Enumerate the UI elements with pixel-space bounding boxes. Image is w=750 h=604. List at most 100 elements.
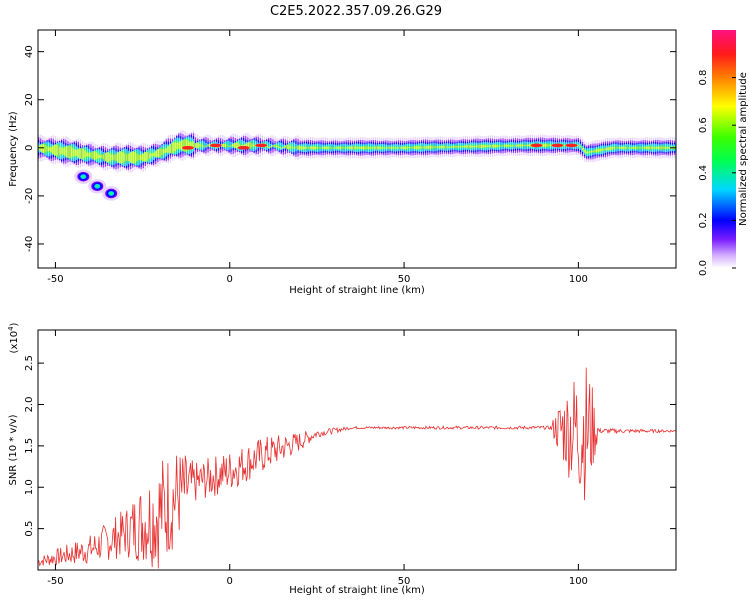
heatmap-cell bbox=[661, 146, 663, 150]
heatmap-cell bbox=[284, 145, 287, 148]
heatmap-cell bbox=[609, 147, 611, 150]
colorbar-tick-label: 0.6 bbox=[698, 117, 709, 133]
y-tick-label: 1.0 bbox=[24, 479, 35, 495]
heatmap-cell bbox=[46, 146, 48, 152]
heatmap-cell bbox=[341, 147, 343, 149]
heatmap-cell bbox=[100, 155, 103, 158]
x-tick-label: 50 bbox=[398, 274, 411, 285]
heatmap-cell bbox=[186, 140, 188, 151]
heatmap-cell bbox=[230, 145, 232, 147]
heatmap-peak bbox=[565, 143, 578, 148]
colorbar-tick-label: 0.8 bbox=[698, 70, 709, 86]
heatmap-cell bbox=[142, 153, 144, 162]
x-tick-label: -50 bbox=[47, 576, 63, 587]
heatmap-cell bbox=[309, 146, 312, 149]
heatmap-cell bbox=[657, 146, 659, 149]
heatmap-cell bbox=[303, 146, 305, 149]
heatmap-cell bbox=[663, 146, 665, 149]
heatmap-cell bbox=[381, 147, 383, 149]
heatmap-cell bbox=[475, 145, 477, 148]
heatmap-cell bbox=[351, 146, 354, 150]
heatmap-cell bbox=[125, 154, 128, 161]
heatmap-cell bbox=[320, 147, 322, 149]
heatmap-cell bbox=[163, 149, 165, 154]
heatmap-cell bbox=[297, 145, 299, 150]
spectrogram-panel: -50 0 50 100 -40 -20 0 20 40 Height of straight … bbox=[8, 29, 677, 296]
heatmap-cell bbox=[56, 145, 59, 156]
heatmap-cell bbox=[473, 145, 475, 148]
heatmap-cell bbox=[301, 146, 303, 150]
heatmap-peak bbox=[551, 143, 564, 148]
heatmap-cell bbox=[514, 145, 517, 147]
y-tick-label: 0.5 bbox=[24, 521, 35, 537]
x-tick-label: -50 bbox=[47, 274, 63, 285]
heatmap-cell bbox=[295, 147, 297, 148]
heatmap-cell bbox=[286, 144, 289, 149]
heatmap-cell bbox=[180, 141, 182, 150]
heatmap-cell bbox=[328, 147, 331, 149]
heatmap-cell bbox=[253, 145, 255, 147]
heatmap-cell bbox=[94, 151, 96, 160]
snr-series-line bbox=[38, 367, 676, 569]
heatmap-cell bbox=[176, 142, 178, 150]
heatmap-cell bbox=[343, 147, 345, 149]
heatmap-cell bbox=[485, 145, 487, 147]
y-tick-label: 0 bbox=[24, 145, 35, 151]
heatmap-cell bbox=[607, 147, 609, 151]
heatmap-cell bbox=[448, 146, 450, 148]
heatmap-cell bbox=[121, 152, 123, 163]
heatmap-cell bbox=[481, 144, 483, 148]
heatmap-cell bbox=[270, 144, 272, 148]
heatmap-cell bbox=[487, 145, 489, 147]
heatmap-cell bbox=[370, 147, 372, 149]
heatmap-cell bbox=[50, 146, 52, 153]
heatmap-cell bbox=[519, 144, 521, 147]
heatmap-cell bbox=[171, 142, 174, 153]
heatmap-cell bbox=[349, 146, 351, 149]
heatmap-cell bbox=[406, 146, 408, 149]
heatmap-cell bbox=[636, 146, 638, 149]
heatmap-cell bbox=[107, 152, 109, 163]
heatmap-cell bbox=[190, 142, 192, 149]
heatmap-cell bbox=[113, 154, 115, 160]
snr-y-multiplier: (x104) bbox=[7, 322, 20, 353]
heatmap-cell bbox=[174, 142, 176, 152]
heatmap-cell bbox=[54, 144, 56, 156]
heatmap-cell bbox=[385, 147, 387, 149]
heatmap-cell bbox=[368, 146, 370, 149]
heatmap-blob bbox=[109, 192, 113, 195]
heatmap-cell bbox=[625, 147, 628, 149]
heatmap-cell bbox=[462, 146, 464, 148]
heatmap-cell bbox=[58, 146, 61, 155]
snr-frame bbox=[37, 329, 677, 571]
heatmap-cell bbox=[73, 149, 75, 156]
heatmap-cell bbox=[372, 147, 374, 149]
x-tick-label: 0 bbox=[227, 576, 233, 587]
heatmap-cell bbox=[646, 146, 648, 150]
heatmap-cell bbox=[146, 152, 149, 161]
heatmap-cell bbox=[111, 154, 113, 161]
heatmap-cell bbox=[454, 145, 456, 148]
x-tick-label: 0 bbox=[227, 274, 233, 285]
heatmap-cell bbox=[222, 143, 224, 147]
heatmap-cell bbox=[632, 147, 634, 149]
heatmap-cell bbox=[542, 144, 544, 147]
heatmap-cell bbox=[77, 149, 79, 158]
heatmap-cell bbox=[450, 146, 452, 148]
heatmap-cell bbox=[404, 146, 406, 149]
heatmap-cell bbox=[621, 146, 623, 149]
heatmap-cell bbox=[268, 147, 270, 148]
heatmap-cell bbox=[502, 145, 504, 147]
heatmap-cell bbox=[140, 154, 142, 161]
heatmap-cell bbox=[464, 145, 466, 148]
heatmap-cell bbox=[387, 147, 389, 149]
heatmap-cell bbox=[127, 153, 130, 162]
colorbar-ticks: 0.0 0.2 0.4 0.6 0.8 bbox=[698, 70, 736, 276]
heatmap-cell bbox=[525, 145, 527, 146]
heatmap-cell bbox=[102, 154, 105, 160]
y-tick-label: 2.0 bbox=[24, 397, 35, 413]
heatmap-cell bbox=[92, 151, 94, 160]
heatmap-cell bbox=[529, 144, 531, 147]
heatmap-cell bbox=[604, 148, 607, 151]
